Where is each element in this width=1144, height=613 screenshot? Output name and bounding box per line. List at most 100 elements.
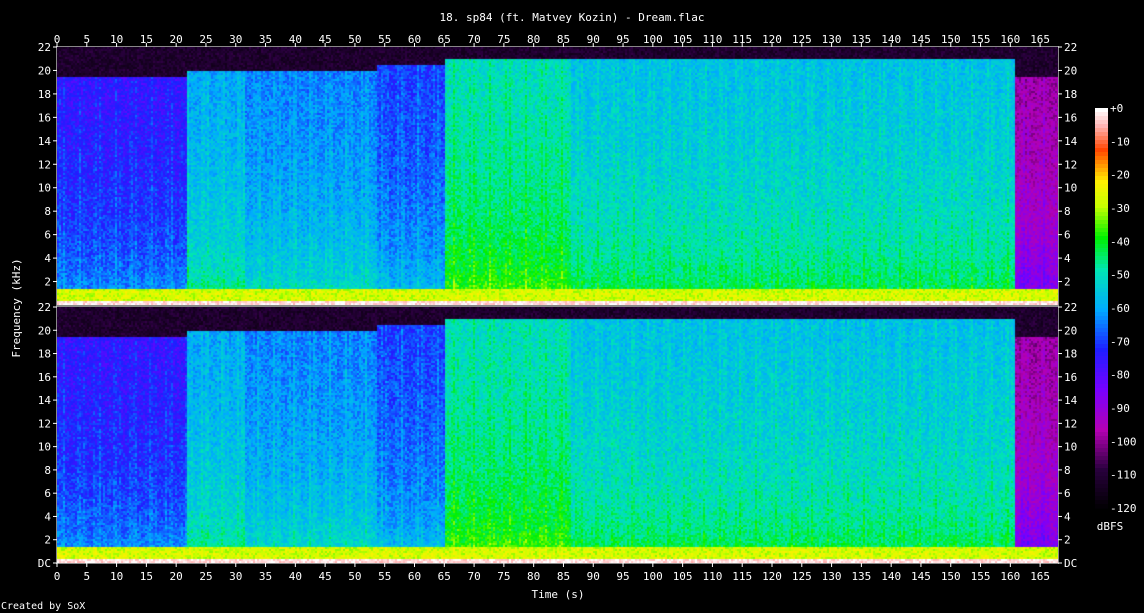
- colorbar-band: [1095, 504, 1108, 509]
- colorbar-band: [1095, 124, 1108, 129]
- x-tick-label-top: 95: [616, 33, 629, 46]
- y-tick-label-left: DC: [38, 557, 51, 570]
- y-tick-label-right: 10: [1064, 441, 1077, 454]
- colorbar-band: [1095, 372, 1108, 377]
- colorbar-band: [1095, 176, 1108, 181]
- colorbar-band: [1095, 180, 1108, 185]
- colorbar-band: [1095, 400, 1108, 405]
- x-tick-label-bottom: 160: [1000, 570, 1020, 583]
- colorbar-band: [1095, 340, 1108, 345]
- colorbar-band: [1095, 232, 1108, 237]
- x-tick-label-bottom: 100: [643, 570, 663, 583]
- spectrogram-channel-2: [57, 307, 1058, 563]
- x-tick-label-bottom: 0: [54, 570, 61, 583]
- colorbar-band: [1095, 420, 1108, 425]
- colorbar-band: [1095, 460, 1108, 465]
- colorbar-band: [1095, 332, 1108, 337]
- colorbar-band: [1095, 412, 1108, 417]
- colorbar-band: [1095, 256, 1108, 261]
- colorbar-band: [1095, 264, 1108, 269]
- colorbar-band: [1095, 224, 1108, 229]
- colorbar-band: [1095, 432, 1108, 437]
- x-tick-label-top: 75: [497, 33, 510, 46]
- colorbar-band: [1095, 164, 1108, 169]
- spectrogram-channel-1: [57, 47, 1058, 305]
- colorbar-band: [1095, 444, 1108, 449]
- x-tick-label-top: 165: [1030, 33, 1050, 46]
- colorbar-band: [1095, 144, 1108, 149]
- colorbar-band: [1095, 480, 1108, 485]
- x-tick-label-top: 20: [170, 33, 183, 46]
- y-tick-label-right: 8: [1064, 205, 1071, 218]
- x-tick-label-top: 140: [881, 33, 901, 46]
- x-tick-label-top: 145: [911, 33, 931, 46]
- y-tick-label-right: 18: [1064, 348, 1077, 361]
- x-tick-label-bottom: 80: [527, 570, 540, 583]
- colorbar-band: [1095, 292, 1108, 297]
- colorbar-band: [1095, 388, 1108, 393]
- colorbar-band: [1095, 492, 1108, 497]
- colorbar-tick-label: -30: [1110, 202, 1130, 215]
- colorbar-band: [1095, 192, 1108, 197]
- y-tick-label-left: 22: [38, 301, 51, 314]
- y-tick-label-right: 12: [1064, 417, 1077, 430]
- y-tick-label-right: 20: [1064, 64, 1077, 77]
- x-tick-label-top: 85: [557, 33, 570, 46]
- x-tick-label-bottom: 105: [673, 570, 693, 583]
- x-tick-label-top: 80: [527, 33, 540, 46]
- colorbar-band: [1095, 268, 1108, 273]
- x-tick-label-bottom: 10: [110, 570, 123, 583]
- x-tick-label-top: 45: [319, 33, 332, 46]
- x-tick-label-bottom: 125: [792, 570, 812, 583]
- y-tick-label-left: 14: [38, 394, 52, 407]
- y-tick-label-left: 22: [38, 41, 51, 54]
- colorbar-band: [1095, 352, 1108, 357]
- y-tick-label-right: 4: [1064, 510, 1071, 523]
- y-tick-label-left: 20: [38, 64, 51, 77]
- y-tick-label-right: 22: [1064, 301, 1077, 314]
- x-tick-label-bottom: 155: [971, 570, 991, 583]
- x-tick-label-top: 130: [822, 33, 842, 46]
- colorbar-tick-label: -20: [1110, 169, 1130, 182]
- x-tick-label-bottom: 5: [83, 570, 90, 583]
- colorbar-band: [1095, 172, 1108, 177]
- x-tick-label-top: 110: [702, 33, 722, 46]
- colorbar-band: [1095, 316, 1108, 321]
- y-tick-label-right: 16: [1064, 371, 1077, 384]
- colorbar-band: [1095, 148, 1108, 153]
- colorbar-tick-label: -50: [1110, 269, 1130, 282]
- colorbar-band: [1095, 220, 1108, 225]
- x-tick-label-bottom: 95: [616, 570, 629, 583]
- x-tick-label-top: 135: [851, 33, 871, 46]
- colorbar-band: [1095, 136, 1108, 141]
- y-tick-label-right: 22: [1064, 41, 1077, 54]
- y-tick-label-left: 4: [44, 510, 51, 523]
- y-tick-label-right: 10: [1064, 182, 1077, 195]
- colorbar-tick-label: -40: [1110, 235, 1130, 248]
- colorbar-band: [1095, 160, 1108, 165]
- x-tick-label-bottom: 130: [822, 570, 842, 583]
- colorbar-tick-label: -60: [1110, 302, 1130, 315]
- colorbar-band: [1095, 132, 1108, 137]
- y-tick-label-right: 6: [1064, 229, 1071, 242]
- y-tick-label-left: 16: [38, 111, 51, 124]
- x-tick-label-top: 60: [408, 33, 421, 46]
- y-tick-label-left: 10: [38, 441, 51, 454]
- y-tick-label-left: 8: [44, 464, 51, 477]
- x-tick-label-bottom: 50: [348, 570, 361, 583]
- x-tick-label-bottom: 145: [911, 570, 931, 583]
- colorbar-tick-label: -110: [1110, 469, 1137, 482]
- x-axis-label: Time (s): [532, 588, 585, 601]
- x-tick-label-top: 120: [762, 33, 782, 46]
- x-tick-label-bottom: 55: [378, 570, 391, 583]
- y-tick-label-left: 16: [38, 371, 51, 384]
- x-tick-label-top: 90: [587, 33, 600, 46]
- y-tick-label-left: 18: [38, 348, 51, 361]
- spectrogram-panels: [57, 47, 1059, 564]
- x-tick-label-bottom: 65: [438, 570, 451, 583]
- x-tick-label-top: 55: [378, 33, 391, 46]
- x-tick-label-bottom: 165: [1030, 570, 1050, 583]
- x-tick-label-top: 35: [259, 33, 272, 46]
- colorbar-band: [1095, 448, 1108, 453]
